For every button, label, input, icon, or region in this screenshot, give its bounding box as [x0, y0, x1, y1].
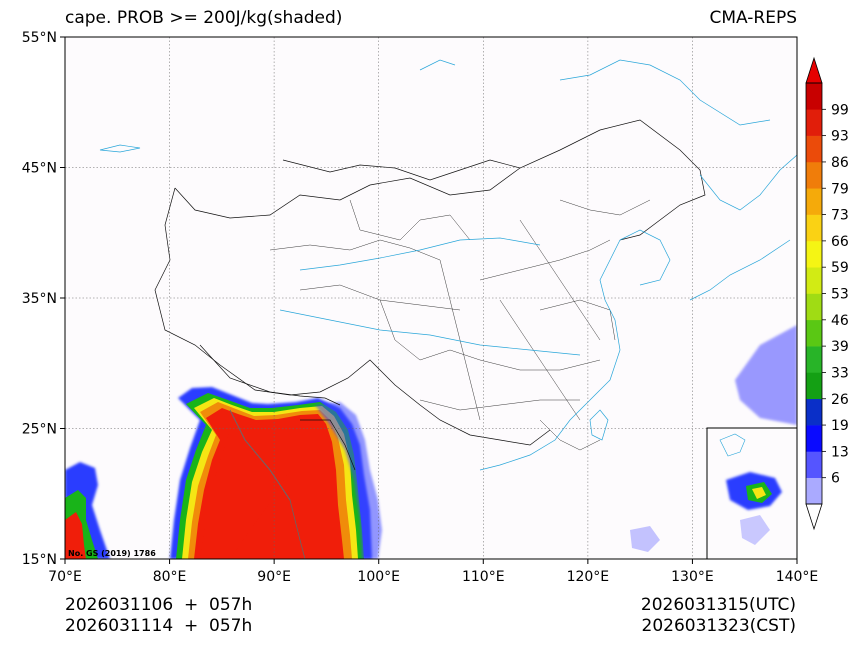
shade-west-red [65, 512, 86, 559]
province-line-5 [479, 239, 611, 281]
latitude-axis: 55°N 45°N 35°N 25°N 15°N [22, 30, 65, 568]
colorbar-swatch [806, 135, 822, 163]
yangtze-river [279, 309, 581, 356]
province-line-11 [349, 199, 471, 241]
province-line-1 [269, 239, 441, 261]
lat-tick-label: 45°N [22, 161, 57, 177]
map-content [65, 37, 797, 559]
colorbar-label: 46 [831, 313, 849, 329]
lake-baikal [419, 59, 456, 71]
lon-tick-label: 90°E [257, 569, 291, 585]
inset-shade-yellow [752, 487, 766, 499]
colorbar-swatch [806, 293, 822, 321]
china-south-border [154, 187, 551, 446]
init-time-block: 2026031106 + 057h 2026031114 + 057h [65, 595, 252, 637]
colorbar-label: 73 [831, 208, 849, 224]
province-line-4 [439, 259, 481, 421]
colorbar-swatch [806, 346, 822, 373]
shade-scs-patch [630, 526, 660, 552]
inset-shade-light [740, 515, 770, 545]
yellow-river [299, 237, 541, 271]
shade-red-core [200, 418, 300, 559]
map-review-number: No. GS (2019) 1786 [68, 549, 156, 558]
province-line-12 [539, 299, 616, 341]
lat-tick-label: 25°N [22, 422, 57, 438]
lake-balkhash [99, 144, 141, 153]
lon-tick-label: 140°E [776, 569, 819, 585]
colorbar-swatch [806, 83, 822, 110]
korea-coast [619, 229, 671, 286]
lon-tick-label: 70°E [48, 569, 82, 585]
colorbar-swatch [806, 109, 822, 136]
lon-tick-label: 110°E [462, 569, 505, 585]
colorbar-swatch [806, 188, 822, 215]
map-title: cape. PROB >= 200J/kg(shaded) [65, 8, 343, 28]
province-line-13 [539, 419, 601, 451]
colorbar-swatch [806, 214, 822, 242]
lat-tick-label: 15°N [22, 552, 57, 568]
province-line-7 [479, 359, 601, 371]
colorbar: 6 13 19 26 33 39 46 53 59 66 73 79 86 93 99 [805, 56, 849, 531]
colorbar-over-arrow [805, 56, 823, 84]
colorbar-label: 6 [831, 471, 840, 487]
colorbar-label: 99 [831, 102, 849, 118]
colorbar-label: 26 [831, 392, 849, 408]
taiwan-coast [589, 409, 609, 441]
shade-pacific-blue [735, 325, 797, 425]
colorbar-swatch [806, 240, 822, 268]
shade-myanmar-blue [315, 402, 382, 559]
init-time-utc: 2026031106 + 057h [65, 595, 253, 615]
colorbar-swatch [806, 398, 822, 426]
province-line-9 [519, 219, 601, 341]
colorbar-label: 13 [831, 444, 849, 460]
india-river-grey [229, 409, 306, 559]
model-name: CMA-REPS [709, 8, 797, 28]
colorbar-label: 93 [831, 129, 849, 145]
colorbar-label: 19 [831, 418, 849, 434]
colorbar-swatch [806, 372, 822, 400]
lon-tick-label: 100°E [357, 569, 400, 585]
mongolia-border [282, 159, 521, 181]
colorbar-under-arrow [805, 503, 823, 531]
himalaya-border [199, 344, 341, 406]
colorbar-label: 59 [831, 260, 849, 276]
longitude-axis: 70°E 80°E 90°E 100°E 110°E 120°E 130°E 140°E [48, 559, 818, 585]
province-line-10 [559, 199, 651, 216]
colorbar-swatch [806, 477, 822, 505]
colorbar-label: 79 [831, 181, 849, 197]
colorbar-swatch [806, 161, 822, 189]
colorbar-label: 33 [831, 365, 849, 381]
country-borders [154, 119, 706, 471]
lat-tick-label: 35°N [22, 291, 57, 307]
south-china-sea-inset [706, 427, 797, 559]
valid-time-block: 2026031315(UTC) 2026031323(CST) [641, 595, 796, 637]
china-coastline [479, 239, 621, 471]
lon-tick-label: 80°E [153, 569, 187, 585]
colorbar-label: 66 [831, 234, 849, 250]
valid-time-cst: 2026031323(CST) [641, 616, 796, 636]
graticule [65, 37, 797, 559]
lat-tick-label: 55°N [22, 30, 57, 46]
valid-time-utc: 2026031315(UTC) [640, 595, 796, 615]
colorbar-swatch [806, 267, 822, 294]
province-line-8 [419, 399, 580, 411]
colorbar-swatch [806, 451, 822, 478]
init-time-cst: 2026031114 + 057h [65, 616, 253, 636]
lon-tick-label: 130°E [671, 569, 714, 585]
colorbar-label: 53 [831, 287, 849, 303]
japan-coast [689, 239, 791, 301]
province-line-3 [379, 299, 481, 361]
bangladesh-border [300, 419, 356, 471]
lon-tick-label: 120°E [567, 569, 610, 585]
amur-river [559, 59, 771, 126]
colorbar-swatch [806, 319, 822, 347]
colorbar-label: 39 [831, 339, 849, 355]
province-borders [269, 199, 651, 451]
colorbar-swatch [806, 425, 822, 452]
colorbar-label: 86 [831, 155, 849, 171]
inset-coast [719, 433, 746, 457]
